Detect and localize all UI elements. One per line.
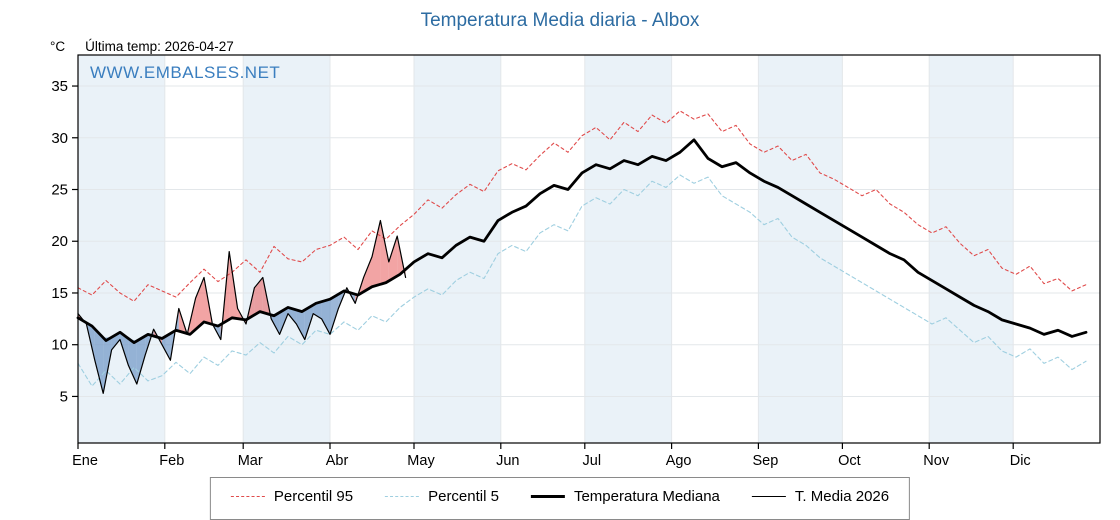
legend-box: Percentil 95 Percentil 5 Temperatura Med…	[209, 477, 911, 520]
legend-label-mediana: Temperatura Mediana	[573, 488, 720, 505]
last-temp-label: Última temp: 2026-04-27	[85, 39, 234, 54]
legend-item-percentil5: Percentil 5	[385, 488, 499, 505]
svg-text:Dic: Dic	[1010, 453, 1031, 469]
legend-item-media2026: T. Media 2026	[751, 488, 890, 505]
media2026-line-swatch-icon	[751, 496, 786, 497]
watermark: WWW.EMBALSES.NET	[90, 63, 281, 82]
svg-text:25: 25	[51, 182, 68, 199]
svg-text:Abr: Abr	[326, 453, 349, 469]
svg-text:Jun: Jun	[496, 453, 519, 469]
svg-text:10: 10	[51, 337, 68, 354]
svg-text:Feb: Feb	[159, 453, 184, 469]
svg-text:Sep: Sep	[752, 453, 778, 469]
svg-text:Mar: Mar	[238, 453, 263, 469]
svg-text:Jul: Jul	[583, 453, 602, 469]
y-axis-unit-label: °C	[50, 39, 66, 54]
axis-header: °C Última temp: 2026-04-27	[50, 39, 234, 54]
chart-canvas: 5 10 15 20 25 30 35 Ene Feb Mar Abr May Jun Jul Ago Sep…	[51, 54, 1101, 469]
svg-text:5: 5	[60, 388, 68, 405]
legend-label-percentil95: Percentil 95	[273, 488, 354, 505]
percentil95-line-swatch-icon	[230, 496, 265, 497]
svg-text:20: 20	[51, 233, 68, 250]
svg-text:Oct: Oct	[838, 453, 861, 469]
svg-text:Ene: Ene	[72, 453, 98, 469]
legend-item-mediana: Temperatura Mediana	[530, 488, 720, 505]
svg-text:35: 35	[51, 78, 68, 95]
svg-text:Nov: Nov	[923, 453, 950, 469]
svg-text:Ago: Ago	[666, 453, 692, 469]
legend-label-percentil5: Percentil 5	[428, 488, 499, 505]
chart-title: Temperatura Media diaria - Albox	[420, 10, 700, 31]
svg-text:15: 15	[51, 285, 68, 302]
legend-label-media2026: T. Media 2026	[794, 488, 890, 505]
legend-item-percentil95: Percentil 95	[230, 488, 354, 505]
percentil5-line-swatch-icon	[385, 496, 420, 497]
svg-text:30: 30	[51, 130, 68, 147]
mediana-line-swatch-icon	[530, 495, 565, 498]
svg-text:May: May	[407, 453, 435, 469]
